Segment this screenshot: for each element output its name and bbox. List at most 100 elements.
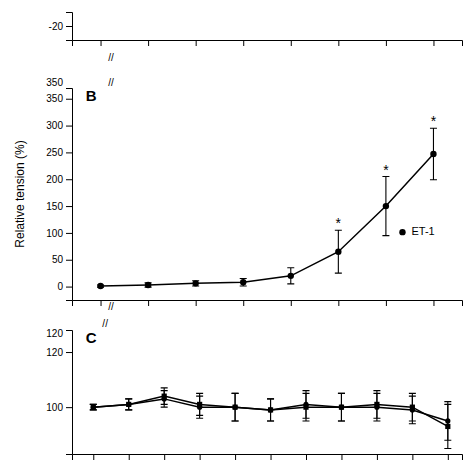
error-bar [90, 404, 97, 410]
y-tick-mark [66, 152, 72, 153]
x-tick-mark [338, 300, 339, 306]
x-tick [243, 40, 244, 46]
y-tick: 100 [46, 228, 72, 239]
y-tick: 200 [46, 174, 72, 185]
x-axis-line [73, 301, 463, 307]
error-bar [287, 268, 294, 284]
point [197, 402, 202, 407]
error-bar [90, 404, 97, 410]
x-tick [338, 300, 339, 306]
x-tick-mark [164, 454, 165, 460]
point [145, 282, 151, 288]
error-bar [125, 399, 132, 410]
legend-item: ET-1 [399, 225, 434, 237]
x-tick [148, 300, 149, 306]
x-tick-mark [271, 454, 272, 460]
x-tick-mark [341, 454, 342, 460]
x-tick-mark [291, 40, 292, 46]
annotation: // [108, 301, 114, 312]
x-tick-mark [235, 454, 236, 460]
point [288, 273, 294, 279]
x-tick [235, 454, 236, 460]
x-tick [93, 454, 94, 460]
x-tick [386, 300, 387, 306]
significance-label: * [431, 113, 437, 129]
error-bar [196, 393, 203, 415]
point [192, 280, 198, 286]
panel: 050100150200250300350***BRelative tensio… [13, 77, 463, 312]
series-line [93, 396, 448, 426]
x-tick [243, 300, 244, 306]
y-tick: 300 [46, 120, 72, 131]
point [374, 402, 379, 407]
error-bar [373, 391, 380, 419]
x-axis [73, 300, 463, 306]
y-tick-label: 200 [46, 174, 63, 185]
error-bar [338, 393, 345, 421]
y-tick: 100 [46, 402, 72, 413]
x-tick-mark [386, 300, 387, 306]
y-tick-label: 50 [52, 254, 64, 265]
x-tick-mark [412, 454, 413, 460]
x-tick [101, 40, 102, 46]
y-tick-label: 100 [46, 228, 63, 239]
annotation: 350 [46, 77, 63, 88]
x-tick [341, 454, 342, 460]
x-axis [73, 40, 463, 46]
y-tick-label: 250 [46, 147, 63, 158]
y-axis: 0 50 100 150 200 250 300 350 [46, 89, 72, 301]
error-bar [192, 281, 199, 286]
x-tick-mark [386, 40, 387, 46]
x-axis [73, 454, 463, 460]
point [91, 405, 96, 410]
x-tick [291, 40, 292, 46]
point [268, 407, 273, 412]
y-tick: 350 [46, 93, 72, 104]
y-tick-label: 0 [57, 281, 63, 292]
x-tick-mark [243, 40, 244, 46]
point [126, 402, 131, 407]
x-tick [448, 454, 449, 460]
x-tick-mark [433, 40, 434, 46]
point [97, 283, 103, 289]
point [126, 402, 131, 407]
plot-area [97, 128, 437, 289]
annotation: // [108, 52, 114, 63]
error-bar [430, 128, 437, 180]
y-tick-mark [66, 206, 72, 207]
y-tick-label: 120 [46, 347, 63, 358]
significance-label: * [336, 215, 342, 231]
y-tick: 50 [52, 254, 72, 265]
y-tick-mark [66, 233, 72, 234]
x-tick [101, 300, 102, 306]
error-bar [409, 393, 416, 421]
y-axis-line [66, 13, 73, 41]
x-tick-mark [243, 300, 244, 306]
x-tick [196, 300, 197, 306]
error-bar [161, 388, 168, 405]
x-tick [386, 40, 387, 46]
legend-label: ET-1 [411, 225, 434, 237]
annotation: // [108, 77, 114, 88]
x-axis-line [73, 41, 463, 47]
y-tick: 150 [46, 201, 72, 212]
x-tick [164, 454, 165, 460]
x-tick [200, 454, 201, 460]
y-tick: 120 [46, 347, 72, 358]
error-bar [444, 404, 451, 448]
y-tick: 0 [57, 281, 72, 292]
plot-texts: ***B [86, 87, 437, 231]
y-tick-mark [66, 352, 72, 353]
point [445, 424, 450, 429]
y-tick-label: 350 [46, 93, 63, 104]
y-tick-label: -20 [49, 21, 64, 32]
panel: -20 // [49, 13, 463, 63]
y-axis-line [66, 89, 73, 301]
y-tick-mark [66, 99, 72, 100]
point [303, 405, 308, 410]
x-tick [129, 454, 130, 460]
point [410, 405, 415, 410]
point [339, 405, 344, 410]
y-tick-mark [66, 26, 72, 27]
x-tick [338, 40, 339, 46]
